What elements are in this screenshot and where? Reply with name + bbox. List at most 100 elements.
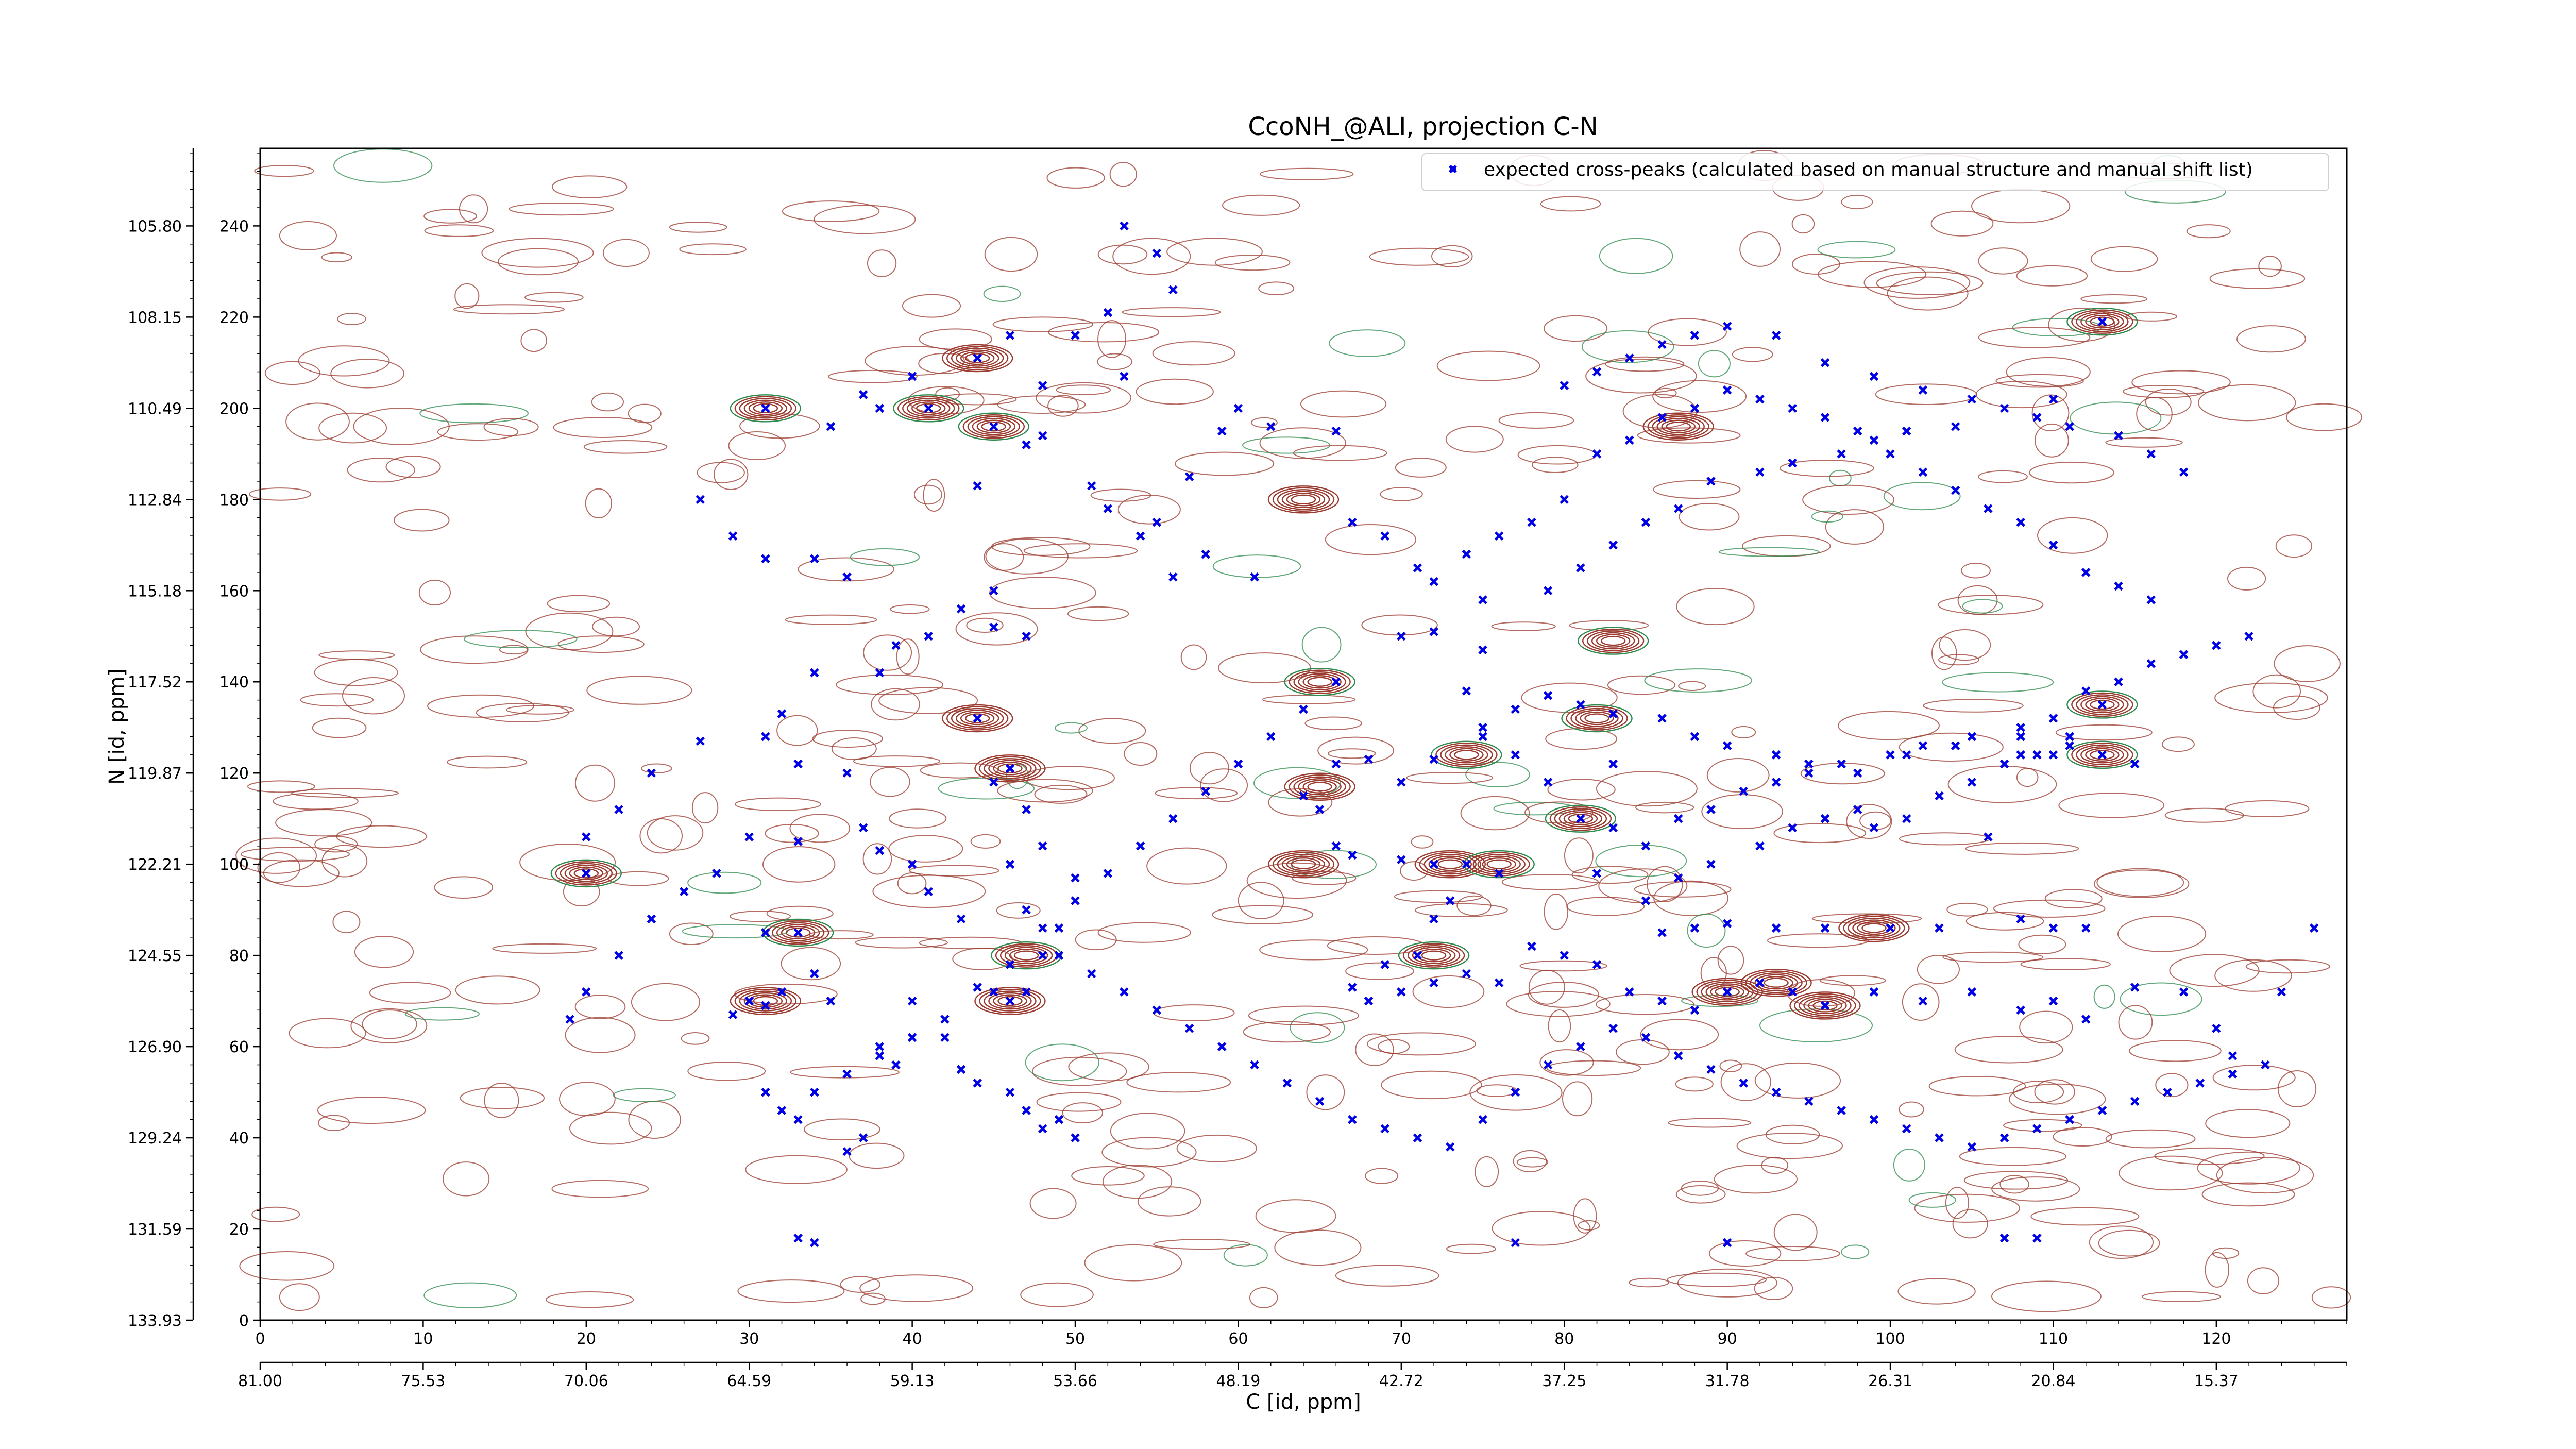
contour-ring [679,243,747,256]
peak-contour [999,945,1053,966]
peak-contour [990,941,1062,970]
contour-ring [321,252,352,263]
peak-contour [979,756,1041,781]
peak-contour [1549,806,1612,831]
x-tick-label: 100 [1875,1330,1905,1348]
x-tick-label: 0 [255,1330,265,1348]
contour-ring [2145,389,2192,416]
contour-ring [920,762,999,779]
peak-contour [2076,694,2129,715]
cross-peak-marker [1820,814,1830,823]
contour-ring [687,871,762,894]
contour-ring [1802,484,1895,515]
peak-contour [1577,627,1649,655]
cross-peak-marker [1331,426,1341,436]
contour-ring [1067,606,1129,621]
x-ppm-tick-label: 53.66 [1053,1372,1097,1390]
contour-ring [745,1155,848,1184]
x-tick-label: 10 [413,1330,433,1348]
contour-ring [2034,1079,2075,1105]
cross-peak-marker [1837,1106,1846,1115]
cross-peak-marker [1380,1124,1389,1134]
contour-ring [1596,771,1698,807]
peak-contour [1750,972,1803,993]
contour-ring [291,788,399,798]
cross-peak-marker [1804,768,1814,778]
peak-contour [1398,941,1470,970]
contour-ring [2125,311,2177,322]
y-tick-label: 200 [219,400,249,418]
cross-peak-marker [1136,841,1145,851]
cross-peak-marker [1005,960,1015,969]
peak-contour [916,403,941,414]
peak-contour [1789,991,1861,1020]
contour-ring [481,238,594,268]
contour-ring [2216,1157,2314,1194]
peak-contour [1414,850,1486,879]
cross-peak-marker [1869,435,1879,445]
contour-ring [1036,1092,1122,1112]
contour-ring [2118,1005,2153,1040]
peak-contour [748,401,783,415]
peak-contour [1281,491,1326,509]
contour-ring [1300,390,1387,418]
cross-peak-marker [1788,987,1797,997]
contour-ring [1991,1280,2102,1312]
cross-peak-marker [1951,485,1960,495]
cross-peak-marker [2114,677,2123,687]
contour-ring [2275,534,2313,558]
contour-ring [2058,793,2165,818]
contour-ring [1394,890,1483,903]
peak-contour [962,414,1025,439]
peak-contour [941,704,1013,733]
contour-ring [762,846,836,883]
x-ppm-tick-label: 15.37 [2194,1372,2239,1390]
contour-ring [453,304,565,315]
contour-ring [1899,732,2004,762]
contour-ring [279,1283,320,1311]
contour-ring [2030,1207,2140,1226]
cross-peak-marker [826,996,836,1006]
cross-peak-marker [1429,914,1438,924]
cross-peak-marker [1722,322,1732,331]
cross-peak-marker [1771,331,1781,340]
contour-ring [318,1115,350,1131]
contour-ring [1102,1165,1173,1199]
contour-ring [850,548,920,566]
contour-ring [734,797,821,812]
cross-peak-marker [1869,1115,1879,1124]
contour-ring [524,292,584,303]
contour-ring [613,1088,676,1102]
contour-ring [1317,736,1395,765]
contour-ring [2080,294,2148,304]
contour-ring [1112,238,1191,275]
cross-peak-marker [1608,1023,1618,1033]
peak-contour [1267,485,1340,514]
cross-peak-marker [1853,768,1862,778]
contour-ring [574,764,616,802]
cross-peak-marker [1755,467,1765,477]
cross-peak-marker [1739,1079,1749,1088]
contour-ring [1328,748,1376,759]
peak-contour [1286,493,1321,507]
cross-peak-marker [1087,481,1096,491]
cross-peak-marker [1576,1042,1585,1051]
cross-peak-marker [2277,987,2286,997]
contour-ring [546,1291,634,1308]
cross-peak-marker [1478,732,1487,742]
cross-peak-marker [1429,577,1438,586]
cross-peak-marker [810,668,819,678]
y-ppm-axis-ticks: 133.93 131.59 129.24 126.90 124.55 122.21 119.… [128,148,194,1330]
contour-ring [1023,543,1138,559]
contour-ring [1137,1186,1201,1217]
cross-peak-marker [1022,1106,1031,1115]
cross-peak-marker [1592,367,1602,377]
contour-ring [996,902,1041,919]
contour-ring [1544,894,1569,930]
peak-contour [734,988,797,1014]
cross-peak-marker [2228,1051,2238,1060]
contour-ring [2120,982,2202,1016]
contour-ring [1047,395,1079,417]
contour-ring [2214,682,2328,714]
peak-contour [1423,853,1477,875]
